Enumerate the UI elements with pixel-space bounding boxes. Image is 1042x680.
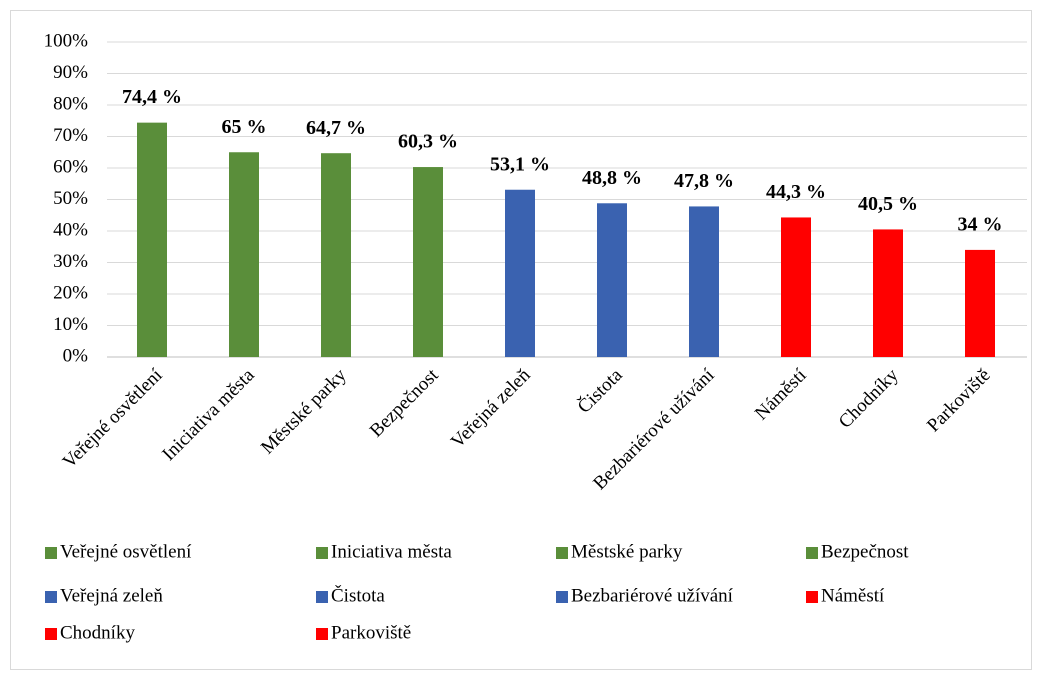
- y-tick-label: 40%: [53, 219, 88, 240]
- legend-swatch: [45, 628, 57, 640]
- legend-label: Bezpečnost: [821, 541, 909, 562]
- value-label: 40,5 %: [858, 193, 918, 215]
- legend-swatch: [45, 547, 57, 559]
- legend-label: Bezbariérové užívání: [571, 585, 734, 606]
- bar: [413, 167, 443, 357]
- y-tick-label: 90%: [53, 62, 88, 83]
- bar: [505, 189, 535, 357]
- value-label: 64,7 %: [306, 117, 366, 139]
- value-label: 48,8 %: [582, 167, 642, 189]
- legend-label: Městské parky: [571, 541, 683, 562]
- y-tick-label: 60%: [53, 156, 88, 177]
- legend-swatch: [556, 591, 568, 603]
- legend-swatch: [316, 591, 328, 603]
- y-tick-label: 50%: [53, 188, 88, 209]
- value-label: 53,1 %: [490, 153, 550, 175]
- bar: [689, 206, 719, 357]
- legend-swatch: [316, 547, 328, 559]
- value-label: 60,3 %: [398, 131, 458, 153]
- legend-swatch: [806, 591, 818, 603]
- bar: [965, 249, 995, 357]
- y-tick-label: 100%: [44, 30, 89, 51]
- legend-label: Čistota: [331, 584, 385, 606]
- y-tick-label: 70%: [53, 125, 88, 146]
- legend-label: Veřejné osvětlení: [60, 541, 192, 562]
- legend-swatch: [556, 547, 568, 559]
- bar: [229, 152, 259, 357]
- y-tick-label: 20%: [53, 282, 88, 303]
- value-label: 65 %: [222, 116, 267, 138]
- legend-label: Veřejná zeleň: [60, 585, 163, 606]
- bar: [137, 122, 167, 357]
- value-label: 47,8 %: [674, 170, 734, 192]
- bar: [873, 229, 903, 357]
- legend-swatch: [806, 547, 818, 559]
- bar: [597, 203, 627, 357]
- legend-swatch: [316, 628, 328, 640]
- y-tick-label: 0%: [63, 345, 89, 366]
- y-tick-label: 80%: [53, 93, 88, 114]
- legend-swatch: [45, 591, 57, 603]
- bar: [321, 153, 351, 357]
- value-label: 34 %: [958, 213, 1003, 235]
- legend-label: Iniciativa města: [331, 541, 452, 562]
- legend-label: Chodníky: [60, 622, 135, 643]
- legend-label: Náměstí: [821, 585, 885, 606]
- bar: [781, 217, 811, 357]
- y-tick-label: 10%: [53, 314, 88, 335]
- value-label: 74,4 %: [122, 86, 182, 108]
- legend-label: Parkoviště: [331, 622, 411, 643]
- value-label: 44,3 %: [766, 181, 826, 203]
- y-tick-label: 30%: [53, 251, 88, 272]
